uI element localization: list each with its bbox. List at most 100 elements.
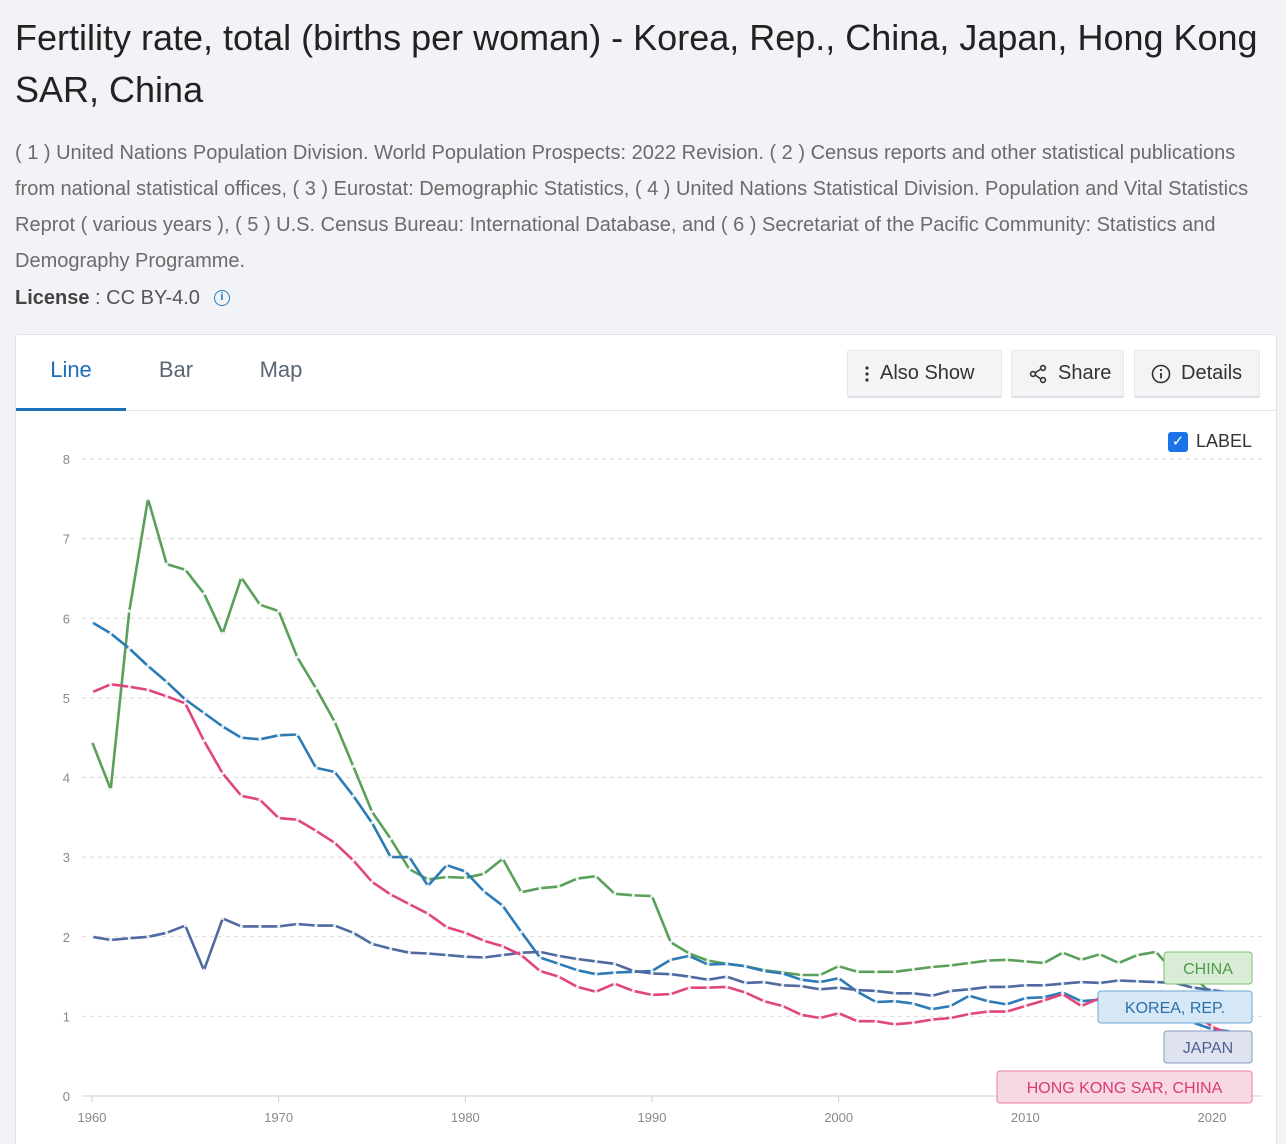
data-point	[687, 951, 691, 956]
data-point	[370, 942, 374, 946]
series-line	[91, 621, 1231, 1033]
data-point	[762, 980, 766, 984]
data-point	[482, 889, 486, 893]
data-point	[706, 986, 710, 990]
data-point	[351, 764, 355, 768]
data-point	[930, 1007, 934, 1011]
data-point	[874, 1019, 878, 1023]
data-point	[631, 893, 635, 897]
data-point	[743, 964, 747, 968]
info-icon[interactable]: i	[213, 290, 230, 306]
data-point	[557, 884, 561, 889]
data-point	[426, 884, 430, 888]
data-point	[650, 993, 654, 997]
data-point	[967, 987, 971, 991]
data-point	[501, 904, 505, 908]
x-tick-label: 2020	[1198, 1110, 1227, 1125]
series-end-label-box	[1097, 990, 1253, 1024]
share-icon	[1028, 364, 1048, 384]
data-point	[575, 968, 579, 972]
data-point	[650, 971, 654, 975]
data-point	[482, 955, 486, 960]
data-point	[146, 688, 150, 692]
data-point	[277, 733, 281, 737]
checkbox-checked-icon[interactable]: ✓	[1168, 431, 1188, 452]
data-point	[986, 1009, 990, 1014]
details-label: Details	[1181, 362, 1243, 384]
data-point	[594, 959, 598, 964]
data-point	[650, 894, 654, 898]
label-toggle[interactable]: ✓ LABEL	[1168, 431, 1252, 452]
data-point	[893, 999, 897, 1003]
x-tick-label: 2010	[1011, 1110, 1040, 1125]
data-point	[333, 720, 337, 724]
data-point	[1079, 980, 1083, 984]
details-button[interactable]: Details	[1134, 350, 1260, 398]
data-point	[874, 1000, 878, 1004]
data-point	[893, 1022, 897, 1026]
data-point	[1023, 959, 1027, 964]
data-point	[781, 1004, 785, 1008]
data-point	[762, 999, 766, 1003]
data-point	[370, 810, 374, 814]
data-point	[127, 936, 131, 940]
data-point	[893, 991, 897, 995]
data-point	[1061, 951, 1065, 955]
tab-bar[interactable]: Bar	[158, 357, 194, 382]
y-tick-label: 6	[63, 611, 70, 626]
data-point	[482, 872, 486, 876]
data-point	[874, 989, 878, 993]
data-point	[613, 982, 617, 986]
data-point	[1042, 995, 1046, 999]
data-point	[295, 732, 299, 737]
data-point	[165, 931, 169, 935]
data-point	[855, 1019, 859, 1023]
data-point	[90, 620, 94, 624]
chart-panel: Line Bar Map Also Show Share Details ✓ L…	[15, 334, 1277, 1144]
data-point	[351, 858, 355, 862]
data-point	[295, 818, 299, 822]
data-point	[613, 962, 617, 966]
data-point	[1079, 999, 1083, 1003]
data-point	[1023, 1004, 1027, 1008]
data-point	[109, 631, 113, 635]
data-point	[613, 970, 617, 975]
data-point	[575, 985, 579, 989]
data-point	[1061, 982, 1065, 986]
data-point	[930, 994, 934, 998]
data-point	[202, 591, 206, 596]
data-point	[893, 970, 897, 974]
x-tick-label: 1960	[78, 1110, 107, 1125]
tab-map[interactable]: Map	[259, 357, 303, 382]
y-tick-label: 7	[63, 532, 70, 547]
series-end-label-box	[996, 1070, 1253, 1104]
data-point	[799, 973, 803, 977]
data-point	[277, 609, 281, 613]
data-point	[127, 646, 131, 651]
data-point	[949, 989, 953, 993]
line-chart: 0 1 2 3 4 5 6 7 8 1960 1970 1980 1990 2000 2010 2020 CHI…	[63, 452, 1262, 1125]
data-point	[575, 877, 579, 881]
data-point	[837, 976, 841, 980]
data-point	[1023, 983, 1027, 987]
data-point	[239, 924, 243, 928]
tab-line[interactable]: Line	[16, 335, 126, 411]
data-point	[706, 963, 710, 967]
data-point	[426, 912, 430, 916]
data-point	[818, 1016, 822, 1020]
x-tick-label: 2000	[824, 1110, 853, 1125]
also-show-button[interactable]: Also Show	[847, 350, 1002, 398]
data-point	[725, 974, 729, 979]
data-point	[1079, 958, 1083, 962]
data-point	[967, 994, 971, 998]
data-point	[90, 935, 94, 939]
data-point	[295, 922, 299, 926]
data-point	[295, 655, 299, 659]
data-point	[1117, 961, 1121, 965]
data-point	[239, 794, 243, 798]
share-button[interactable]: Share	[1011, 350, 1124, 398]
data-point	[221, 916, 225, 921]
data-point	[258, 798, 262, 802]
data-point	[874, 970, 878, 974]
data-point	[314, 829, 318, 833]
